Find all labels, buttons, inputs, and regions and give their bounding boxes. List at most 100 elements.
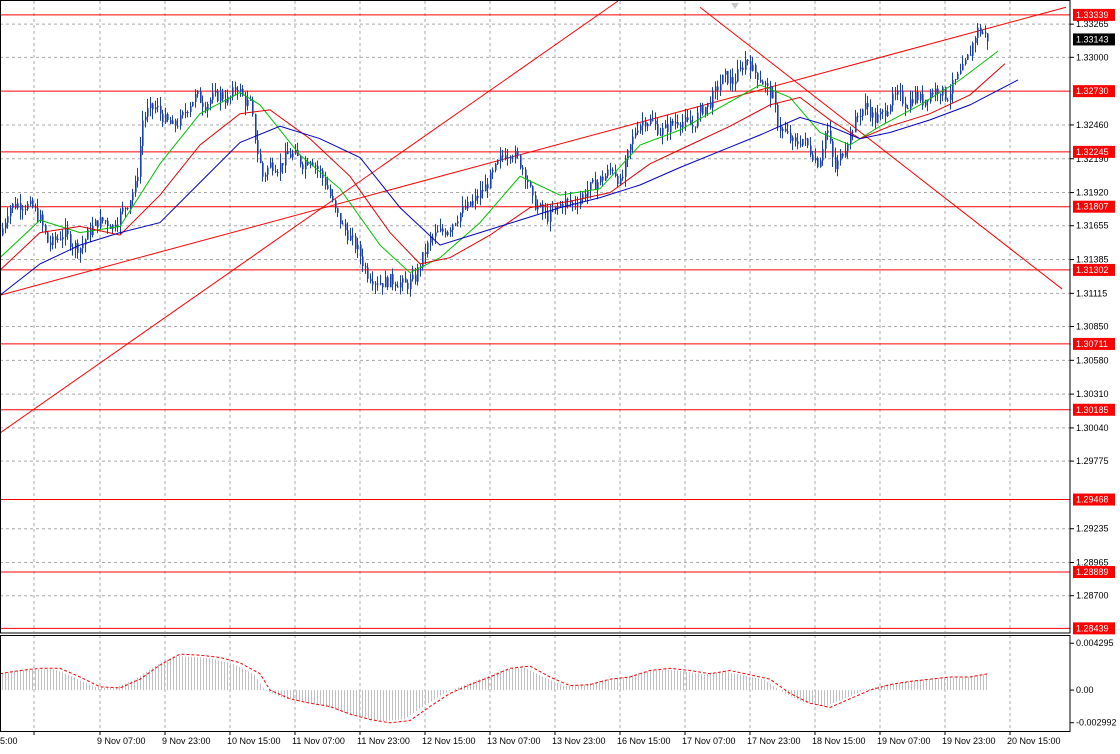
price-bar-body-214	[537, 205, 539, 210]
current-price-tag	[1073, 33, 1115, 46]
price-bar-body-85	[215, 91, 217, 93]
price-bar-body-235	[590, 182, 592, 191]
price-bar-body-21	[55, 236, 57, 241]
price-bar-body-94	[237, 89, 239, 92]
price-bar-body-319	[800, 144, 802, 146]
price-bar-body-81	[205, 107, 207, 111]
price-bar-body-4	[12, 203, 14, 208]
price-bar-body-152	[382, 283, 384, 288]
price-bar-body-76	[192, 102, 194, 107]
price-bar-body-159	[400, 282, 402, 288]
price-bar-body-330	[827, 130, 829, 134]
time-tick-label-13: 19 Nov 07:00	[877, 736, 931, 746]
price-bar-body-184	[462, 205, 464, 214]
price-bar-body-139	[350, 235, 352, 241]
osc-tick-label-0: 0.004295	[1076, 638, 1114, 648]
price-bar-body-221	[555, 206, 557, 211]
price-bar-body-148	[372, 281, 374, 285]
price-bar-body-47	[120, 211, 122, 225]
price-bar-body-67	[170, 120, 172, 124]
price-bar-body-333	[835, 157, 837, 170]
level-tag-9	[1073, 622, 1115, 635]
price-bar-body-183	[460, 213, 462, 222]
level-tag-0	[1073, 8, 1115, 21]
price-tick-label-14: 1.28965	[1076, 558, 1109, 568]
price-bar-body-311	[780, 125, 782, 131]
price-bar-body-55	[140, 146, 142, 177]
price-bar-body-96	[242, 88, 244, 96]
price-bar-body-306	[767, 83, 769, 86]
price-bar-body-26	[67, 227, 69, 235]
price-bar-body-61	[155, 107, 157, 110]
price-bar-body-138	[347, 230, 349, 241]
price-bar-body-377	[945, 87, 947, 100]
price-bar-body-355	[890, 105, 892, 112]
shift-marker-icon	[731, 3, 739, 9]
price-bar-body-291	[730, 77, 732, 84]
price-bar-body-179	[450, 229, 452, 233]
price-bar-body-25	[65, 227, 67, 238]
price-bar-body-141	[355, 236, 357, 250]
price-bar-body-239	[600, 176, 602, 183]
price-bar-body-111	[280, 163, 282, 173]
price-tick-label-10: 1.30310	[1076, 389, 1109, 399]
price-bar-body-353	[885, 110, 887, 116]
time-tick-label-0: 5:00	[0, 736, 18, 746]
price-bar-body-226	[567, 198, 569, 200]
price-bar-body-261	[655, 120, 657, 124]
price-bar-body-272	[682, 122, 684, 128]
price-bar-body-289	[725, 71, 727, 75]
price-bar-body-146	[367, 267, 369, 279]
oscillator-pane-frame	[0, 635, 1071, 732]
price-bar-body-116	[292, 153, 294, 158]
price-bar-body-80	[202, 102, 204, 108]
price-tick-label-0: 1.33265	[1076, 19, 1109, 29]
price-bar-body-13	[35, 206, 37, 209]
price-bar-body-56	[142, 120, 144, 147]
level-tag-8	[1073, 566, 1115, 579]
price-bar-body-10	[27, 203, 29, 210]
price-bar-body-113	[285, 151, 287, 166]
price-bar-body-317	[795, 137, 797, 142]
price-bar-body-48	[122, 207, 124, 212]
price-bar-body-172	[432, 236, 434, 238]
price-bar-body-62	[157, 105, 159, 108]
price-bar-body-394	[987, 33, 989, 42]
price-bar-body-1	[5, 222, 7, 229]
price-tick-label-7: 1.31115	[1076, 288, 1107, 298]
price-bar-body-369	[925, 99, 927, 106]
level-tag-label-6: 1.30185	[1076, 405, 1109, 415]
time-tick-label-7: 13 Nov 07:00	[487, 736, 541, 746]
price-bar-body-125	[315, 165, 317, 167]
price-bar-body-332	[832, 141, 834, 158]
price-bar-body-378	[947, 99, 949, 101]
price-bar-body-93	[235, 87, 237, 90]
price-bar-body-15	[40, 214, 42, 221]
price-bar-body-307	[770, 85, 772, 99]
price-bar-body-244	[612, 169, 614, 171]
price-bar-body-376	[942, 87, 944, 96]
price-tick-label-3: 1.32190	[1076, 154, 1109, 164]
price-bar-body-240	[602, 176, 604, 181]
price-bar-body-168	[422, 252, 424, 268]
level-tag-5	[1073, 337, 1115, 350]
price-bar-body-275	[690, 120, 692, 125]
level-tag-label-0: 1.33339	[1076, 10, 1109, 20]
price-bar-body-264	[662, 127, 664, 135]
price-bar-body-294	[737, 69, 739, 82]
price-bar-body-344	[862, 109, 864, 116]
price-bar-body-60	[152, 103, 154, 110]
price-bar-body-163	[410, 279, 412, 290]
price-tick-label-15: 1.28700	[1076, 591, 1109, 601]
price-bar-body-97	[245, 95, 247, 106]
price-bar-body-304	[762, 81, 764, 85]
moving-average-2	[0, 79, 1019, 296]
level-tag-label-5: 1.30711	[1076, 339, 1108, 349]
price-bar-body-279	[700, 105, 702, 113]
price-bar-body-66	[167, 114, 169, 121]
price-bar-body-336	[842, 153, 844, 157]
price-bar-body-17	[45, 225, 47, 233]
price-bar-body-42	[107, 220, 109, 226]
level-tag-label-2: 1.32245	[1076, 147, 1109, 157]
